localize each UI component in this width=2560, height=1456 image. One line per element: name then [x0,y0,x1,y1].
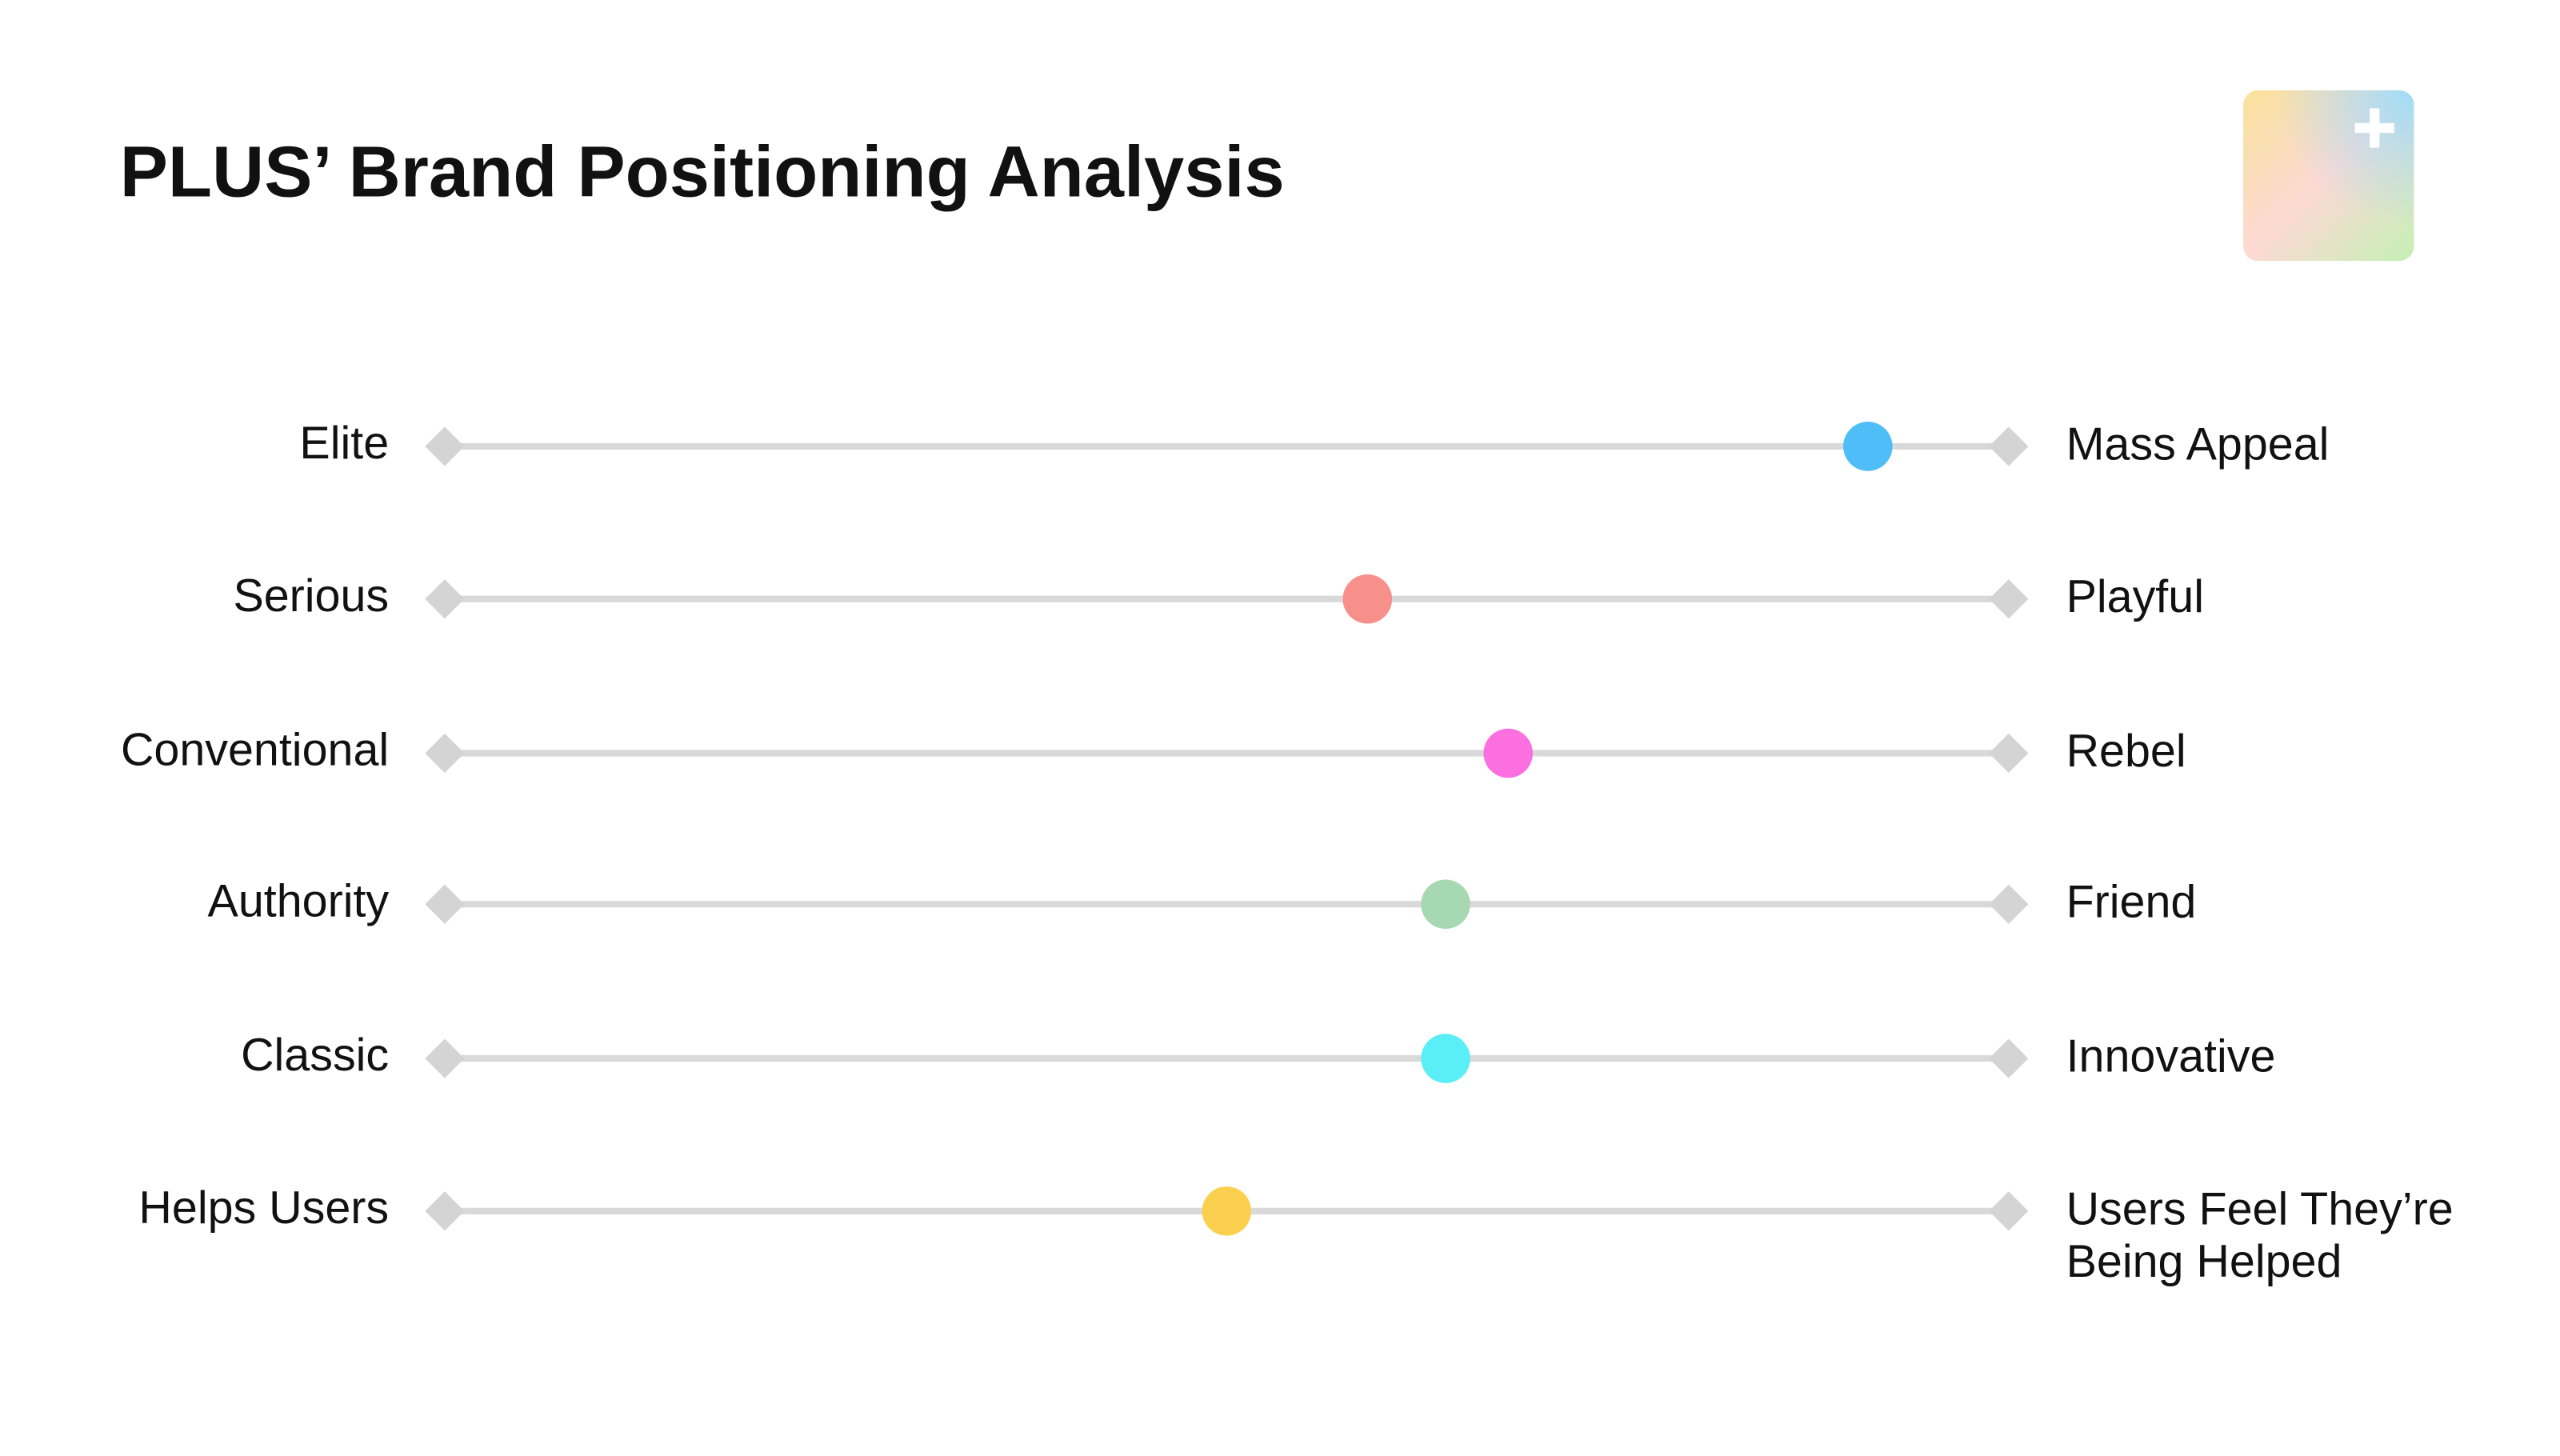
position-dot [1483,728,1533,778]
right-label: Users Feel They’re Being Helped [2066,1182,2454,1287]
end-marker [1989,884,2029,924]
right-label-box: Rebel [2066,725,2186,777]
end-marker [425,1191,465,1231]
end-marker [1989,1038,2029,1078]
left-label: Authority [208,875,390,926]
end-marker [1989,426,2029,466]
right-label: Rebel [2066,725,2186,777]
right-label: Friend [2066,876,2197,927]
position-dot [1421,1034,1470,1083]
right-label: Playful [2066,570,2204,622]
right-label: Mass Appeal [2066,418,2330,470]
right-label: Innovative [2066,1030,2276,1082]
end-marker [1989,733,2029,774]
left-label: Conventional [121,725,389,776]
right-label-box: Friend [2066,876,2197,927]
left-label: Serious [233,570,389,622]
end-marker [425,579,465,619]
end-marker [425,426,465,466]
position-dot [1421,879,1470,930]
end-marker [425,733,465,774]
end-marker [425,884,465,924]
chart-title: PLUS’ Brand Positioning Analysis [120,131,1285,212]
right-label-box: Innovative [2066,1030,2276,1082]
logo [2243,90,2414,262]
left-label: Elite [299,418,389,469]
position-dot [1342,574,1393,624]
right-label-box: Users Feel They’re Being Helped [2066,1182,2454,1287]
position-dot [1202,1186,1252,1236]
end-marker [425,1038,465,1078]
left-label: Classic [241,1030,389,1081]
end-marker [1989,1191,2029,1231]
right-label-box: Playful [2066,570,2204,622]
position-dot [1843,422,1893,471]
left-label: Helps Users [138,1182,389,1234]
right-label-box: Mass Appeal [2066,418,2330,470]
end-marker [1989,579,2029,619]
